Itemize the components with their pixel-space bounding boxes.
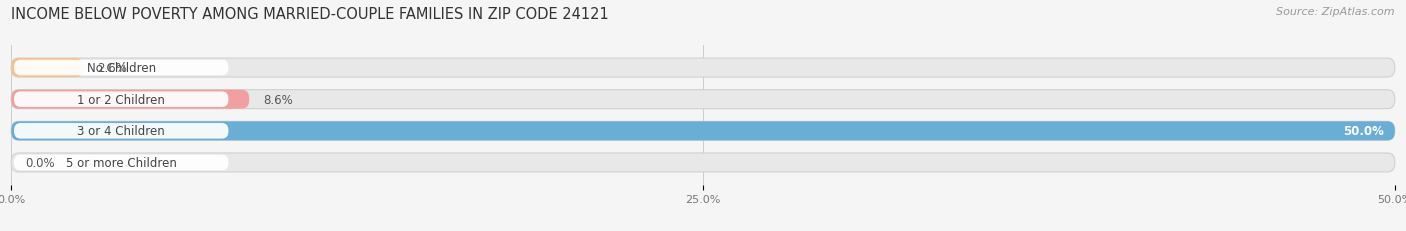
FancyBboxPatch shape [14, 124, 228, 139]
Text: 3 or 4 Children: 3 or 4 Children [77, 125, 165, 138]
FancyBboxPatch shape [11, 90, 249, 109]
Text: 0.0%: 0.0% [25, 156, 55, 169]
Text: 8.6%: 8.6% [263, 93, 292, 106]
FancyBboxPatch shape [14, 92, 228, 107]
Text: No Children: No Children [87, 62, 156, 75]
Text: 2.6%: 2.6% [97, 62, 127, 75]
FancyBboxPatch shape [11, 153, 1395, 172]
Text: 5 or more Children: 5 or more Children [66, 156, 177, 169]
FancyBboxPatch shape [11, 59, 83, 78]
Text: Source: ZipAtlas.com: Source: ZipAtlas.com [1277, 7, 1395, 17]
Text: 50.0%: 50.0% [1343, 125, 1384, 138]
FancyBboxPatch shape [11, 122, 1395, 141]
FancyBboxPatch shape [14, 61, 228, 76]
FancyBboxPatch shape [11, 59, 1395, 78]
FancyBboxPatch shape [14, 155, 228, 170]
FancyBboxPatch shape [11, 122, 1395, 141]
Text: INCOME BELOW POVERTY AMONG MARRIED-COUPLE FAMILIES IN ZIP CODE 24121: INCOME BELOW POVERTY AMONG MARRIED-COUPL… [11, 7, 609, 22]
FancyBboxPatch shape [11, 90, 1395, 109]
Text: 1 or 2 Children: 1 or 2 Children [77, 93, 165, 106]
